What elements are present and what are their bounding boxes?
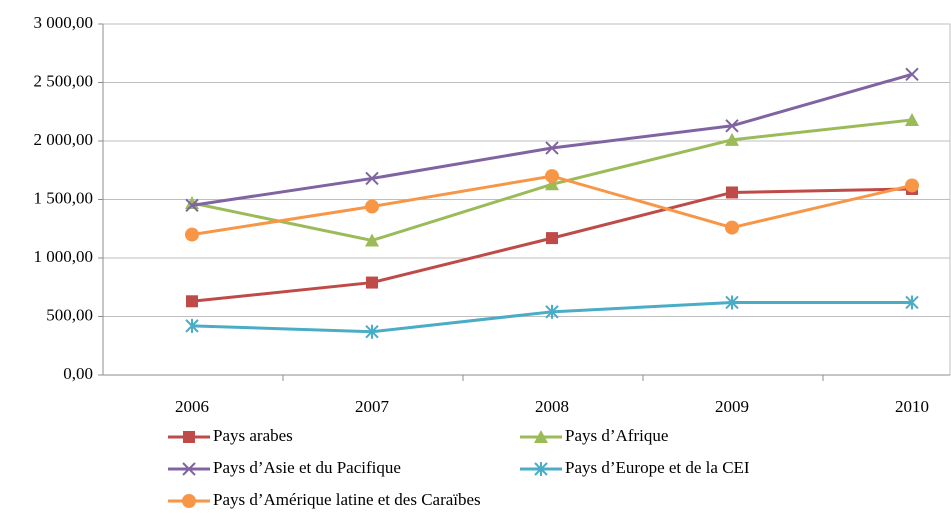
marker-shape [545, 141, 559, 155]
legend-label: Pays d’Asie et du Pacifique [213, 458, 401, 477]
marker-shape [725, 295, 739, 310]
y-tick-label: 1 000,00 [34, 247, 94, 266]
marker [366, 276, 378, 289]
marker-shape [365, 199, 379, 214]
marker-shape [905, 67, 919, 82]
marker [905, 112, 919, 126]
marker [365, 233, 379, 247]
marker [182, 494, 196, 508]
marker-shape [725, 119, 739, 133]
marker-shape [185, 318, 199, 333]
x-tick-label: 2010 [895, 397, 929, 416]
legend-item: Pays d’Afrique [520, 426, 668, 445]
marker-shape [545, 169, 559, 184]
marker-shape [725, 220, 739, 235]
marker [186, 295, 198, 308]
marker-shape [534, 462, 548, 476]
legend-label: Pays d’Europe et de la CEI [565, 458, 750, 477]
marker [725, 220, 739, 235]
marker [534, 430, 548, 443]
marker-shape [365, 324, 379, 339]
y-tick-label: 1 500,00 [34, 188, 94, 207]
marker-shape [365, 233, 379, 247]
marker [905, 67, 919, 82]
marker-shape [183, 431, 195, 443]
marker [725, 295, 739, 310]
marker [185, 318, 199, 333]
y-tick-label: 0,00 [63, 364, 93, 383]
marker-shape [182, 462, 196, 476]
legend-item: Pays d’Europe et de la CEI [520, 458, 750, 477]
marker [905, 295, 919, 310]
marker-shape [726, 186, 738, 199]
y-tick-label: 2 500,00 [34, 71, 94, 90]
x-tick-label: 2007 [355, 397, 390, 416]
x-tick-label: 2009 [715, 397, 749, 416]
marker-shape [905, 178, 919, 193]
legend-label: Pays d’Afrique [565, 426, 668, 445]
marker [725, 132, 739, 146]
marker [185, 198, 199, 213]
marker [546, 232, 558, 245]
marker-shape [905, 295, 919, 310]
marker-shape [546, 232, 558, 245]
marker-shape [182, 494, 196, 508]
marker [365, 199, 379, 214]
marker [182, 462, 196, 476]
legend-item: Pays d’Asie et du Pacifique [168, 458, 401, 477]
marker-shape [725, 132, 739, 146]
marker [545, 169, 559, 184]
marker-shape [185, 227, 199, 242]
marker [545, 141, 559, 155]
marker-shape [366, 276, 378, 289]
legend-item: Pays d’Amérique latine et des Caraïbes [168, 490, 481, 509]
x-tick-label: 2006 [175, 397, 209, 416]
marker [545, 304, 559, 319]
marker-shape [905, 112, 919, 126]
y-tick-label: 500,00 [46, 305, 93, 324]
marker-shape [186, 295, 198, 308]
marker [726, 186, 738, 199]
marker-shape [545, 177, 559, 191]
marker-shape [534, 430, 548, 443]
legend-item: Pays arabes [168, 426, 293, 445]
marker [365, 171, 379, 186]
marker [185, 227, 199, 242]
marker-shape [545, 304, 559, 319]
marker [183, 431, 195, 443]
marker [545, 177, 559, 191]
marker [365, 324, 379, 339]
marker-shape [365, 171, 379, 186]
marker [725, 119, 739, 133]
marker-shape [185, 198, 199, 213]
marker [534, 462, 548, 476]
legend-label: Pays arabes [213, 426, 293, 445]
y-tick-label: 3 000,00 [34, 13, 94, 32]
legend-label: Pays d’Amérique latine et des Caraïbes [213, 490, 481, 509]
marker [905, 178, 919, 193]
x-tick-label: 2008 [535, 397, 569, 416]
y-tick-label: 2 000,00 [34, 130, 94, 149]
